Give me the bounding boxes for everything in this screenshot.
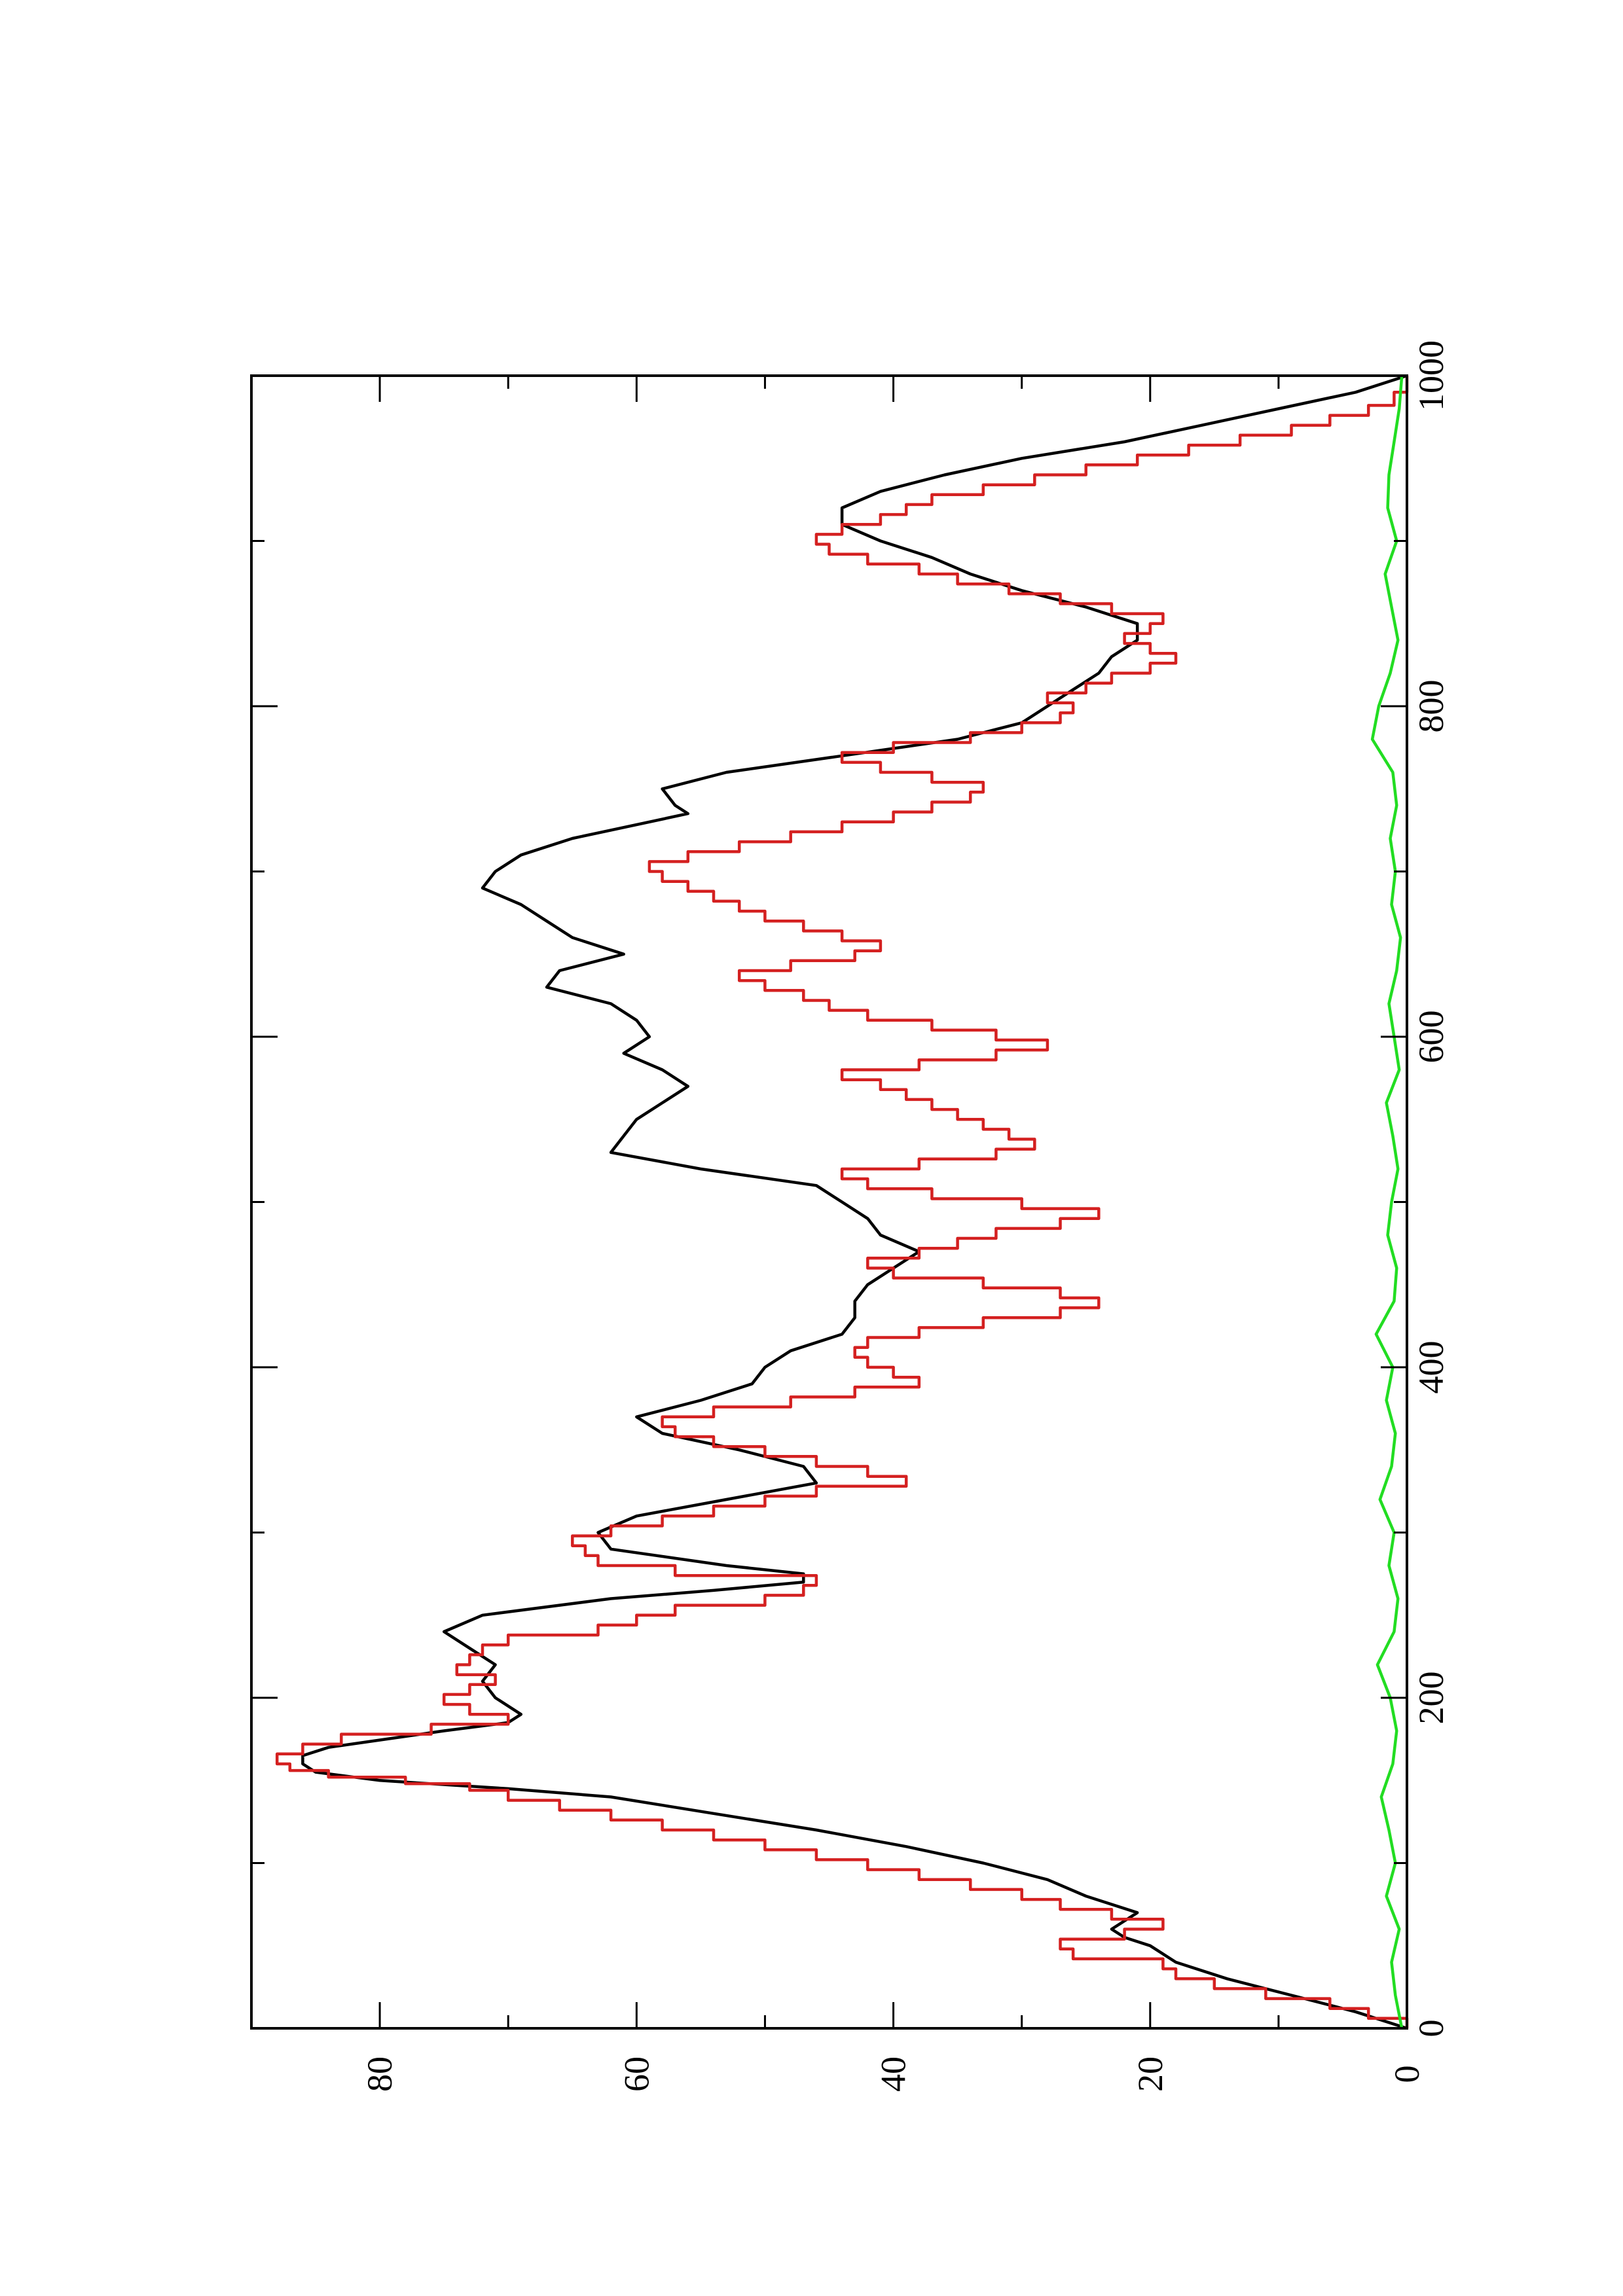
- x-tick-label-0: 0: [1412, 2020, 1451, 2037]
- tick-layer: [251, 374, 1408, 2030]
- x-tick-label-5: 1000: [1412, 340, 1451, 411]
- y-tick-label-4: 80: [360, 2056, 399, 2092]
- x-tick-label-2: 400: [1412, 1341, 1451, 1394]
- x-tick-label-1: 200: [1412, 1672, 1451, 1725]
- x-tick-label-4: 800: [1412, 680, 1451, 733]
- y-tick-label-3: 60: [617, 2056, 656, 2092]
- x-tick-label-3: 600: [1412, 1011, 1451, 1064]
- series-line-2: [275, 376, 1409, 2028]
- series-layer: [275, 374, 1409, 2030]
- y-tick-label-0: 0: [1387, 2066, 1427, 2083]
- y-tick-label-2: 40: [874, 2056, 913, 2092]
- series-line-1: [301, 374, 1408, 2030]
- label-layer: 0 200 400 600 800 1000 0 20 40 60 80: [360, 340, 1451, 2092]
- y-tick-label-1: 20: [1131, 2056, 1170, 2092]
- series-line-3: [1370, 375, 1404, 2029]
